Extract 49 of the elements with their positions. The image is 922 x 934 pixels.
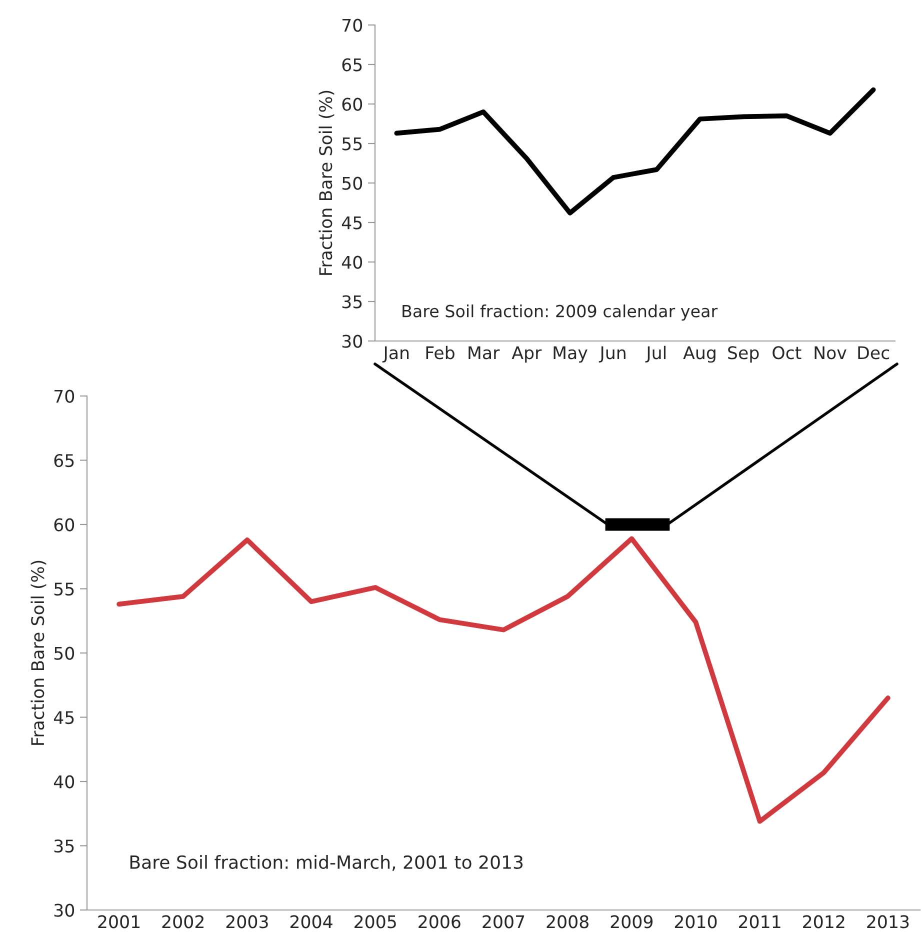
x-tick-label: Jul — [645, 346, 666, 363]
annotation: Bare Soil fraction: 2009 calendar year — [402, 304, 718, 321]
x-tick-label: 2011 — [738, 915, 780, 928]
x-tick-label: Aug — [683, 346, 716, 363]
y-tick-label: 40 — [342, 256, 362, 269]
y-tick-label: 60 — [342, 98, 362, 111]
y-tick-label: 50 — [54, 646, 74, 660]
y-tick-label: 60 — [54, 518, 74, 532]
x-tick-label: 2003 — [226, 915, 268, 928]
x-tick-label: Sep — [728, 346, 759, 363]
x-tick-label: 2007 — [482, 915, 524, 928]
x-tick-label: Mar — [468, 346, 500, 360]
y-tick-label: 70 — [342, 18, 362, 32]
y-tick-label: 50 — [342, 176, 362, 190]
x-tick-label: May — [554, 346, 588, 363]
y-tick-label: 45 — [342, 216, 362, 230]
x-tick-label: 2005 — [354, 915, 396, 928]
x-tick-label: 2001 — [98, 915, 140, 928]
x-tick-label: 2009 — [610, 915, 653, 928]
y-tick-label: 35 — [342, 295, 362, 308]
line-series — [394, 87, 876, 216]
x-tick-label: 2012 — [803, 915, 844, 928]
line-series — [116, 536, 890, 824]
x-tick-label: Feb — [426, 346, 454, 360]
x-tick-label: Dec — [858, 346, 890, 360]
y-tick-label: 45 — [54, 711, 74, 724]
annotation: Bare Soil fraction: mid-March, 2001 to 2013 — [130, 855, 523, 871]
x-tick-label: 2013 — [867, 915, 909, 928]
x-tick-label: Jan — [382, 346, 409, 363]
y-tick-label: 30 — [54, 904, 74, 917]
x-tick-label: 2006 — [418, 915, 460, 928]
y-tick-label: 55 — [54, 582, 74, 596]
x-tick-label: Nov — [814, 346, 846, 360]
y-axis-title: Fraction Bare Soil (%) — [318, 90, 334, 275]
y-tick-label: 30 — [342, 334, 362, 348]
x-tick-label: Oct — [772, 346, 802, 360]
y-tick-label: 65 — [342, 58, 362, 72]
x-tick-label: Jun — [598, 346, 626, 363]
y-tick-label: 40 — [54, 775, 74, 788]
x-tick-label: 2004 — [290, 915, 332, 928]
x-tick-label: 2008 — [546, 915, 588, 928]
x-tick-label: 2010 — [674, 915, 717, 928]
y-axis-title: Fraction Bare Soil (%) — [30, 560, 46, 745]
y-tick-label: 55 — [342, 137, 362, 150]
y-tick-label: 70 — [54, 390, 74, 403]
x-tick-label: 2002 — [162, 915, 204, 928]
y-tick-label: 65 — [54, 454, 74, 468]
y-tick-label: 35 — [54, 839, 74, 853]
x-tick-label: Apr — [512, 346, 542, 363]
